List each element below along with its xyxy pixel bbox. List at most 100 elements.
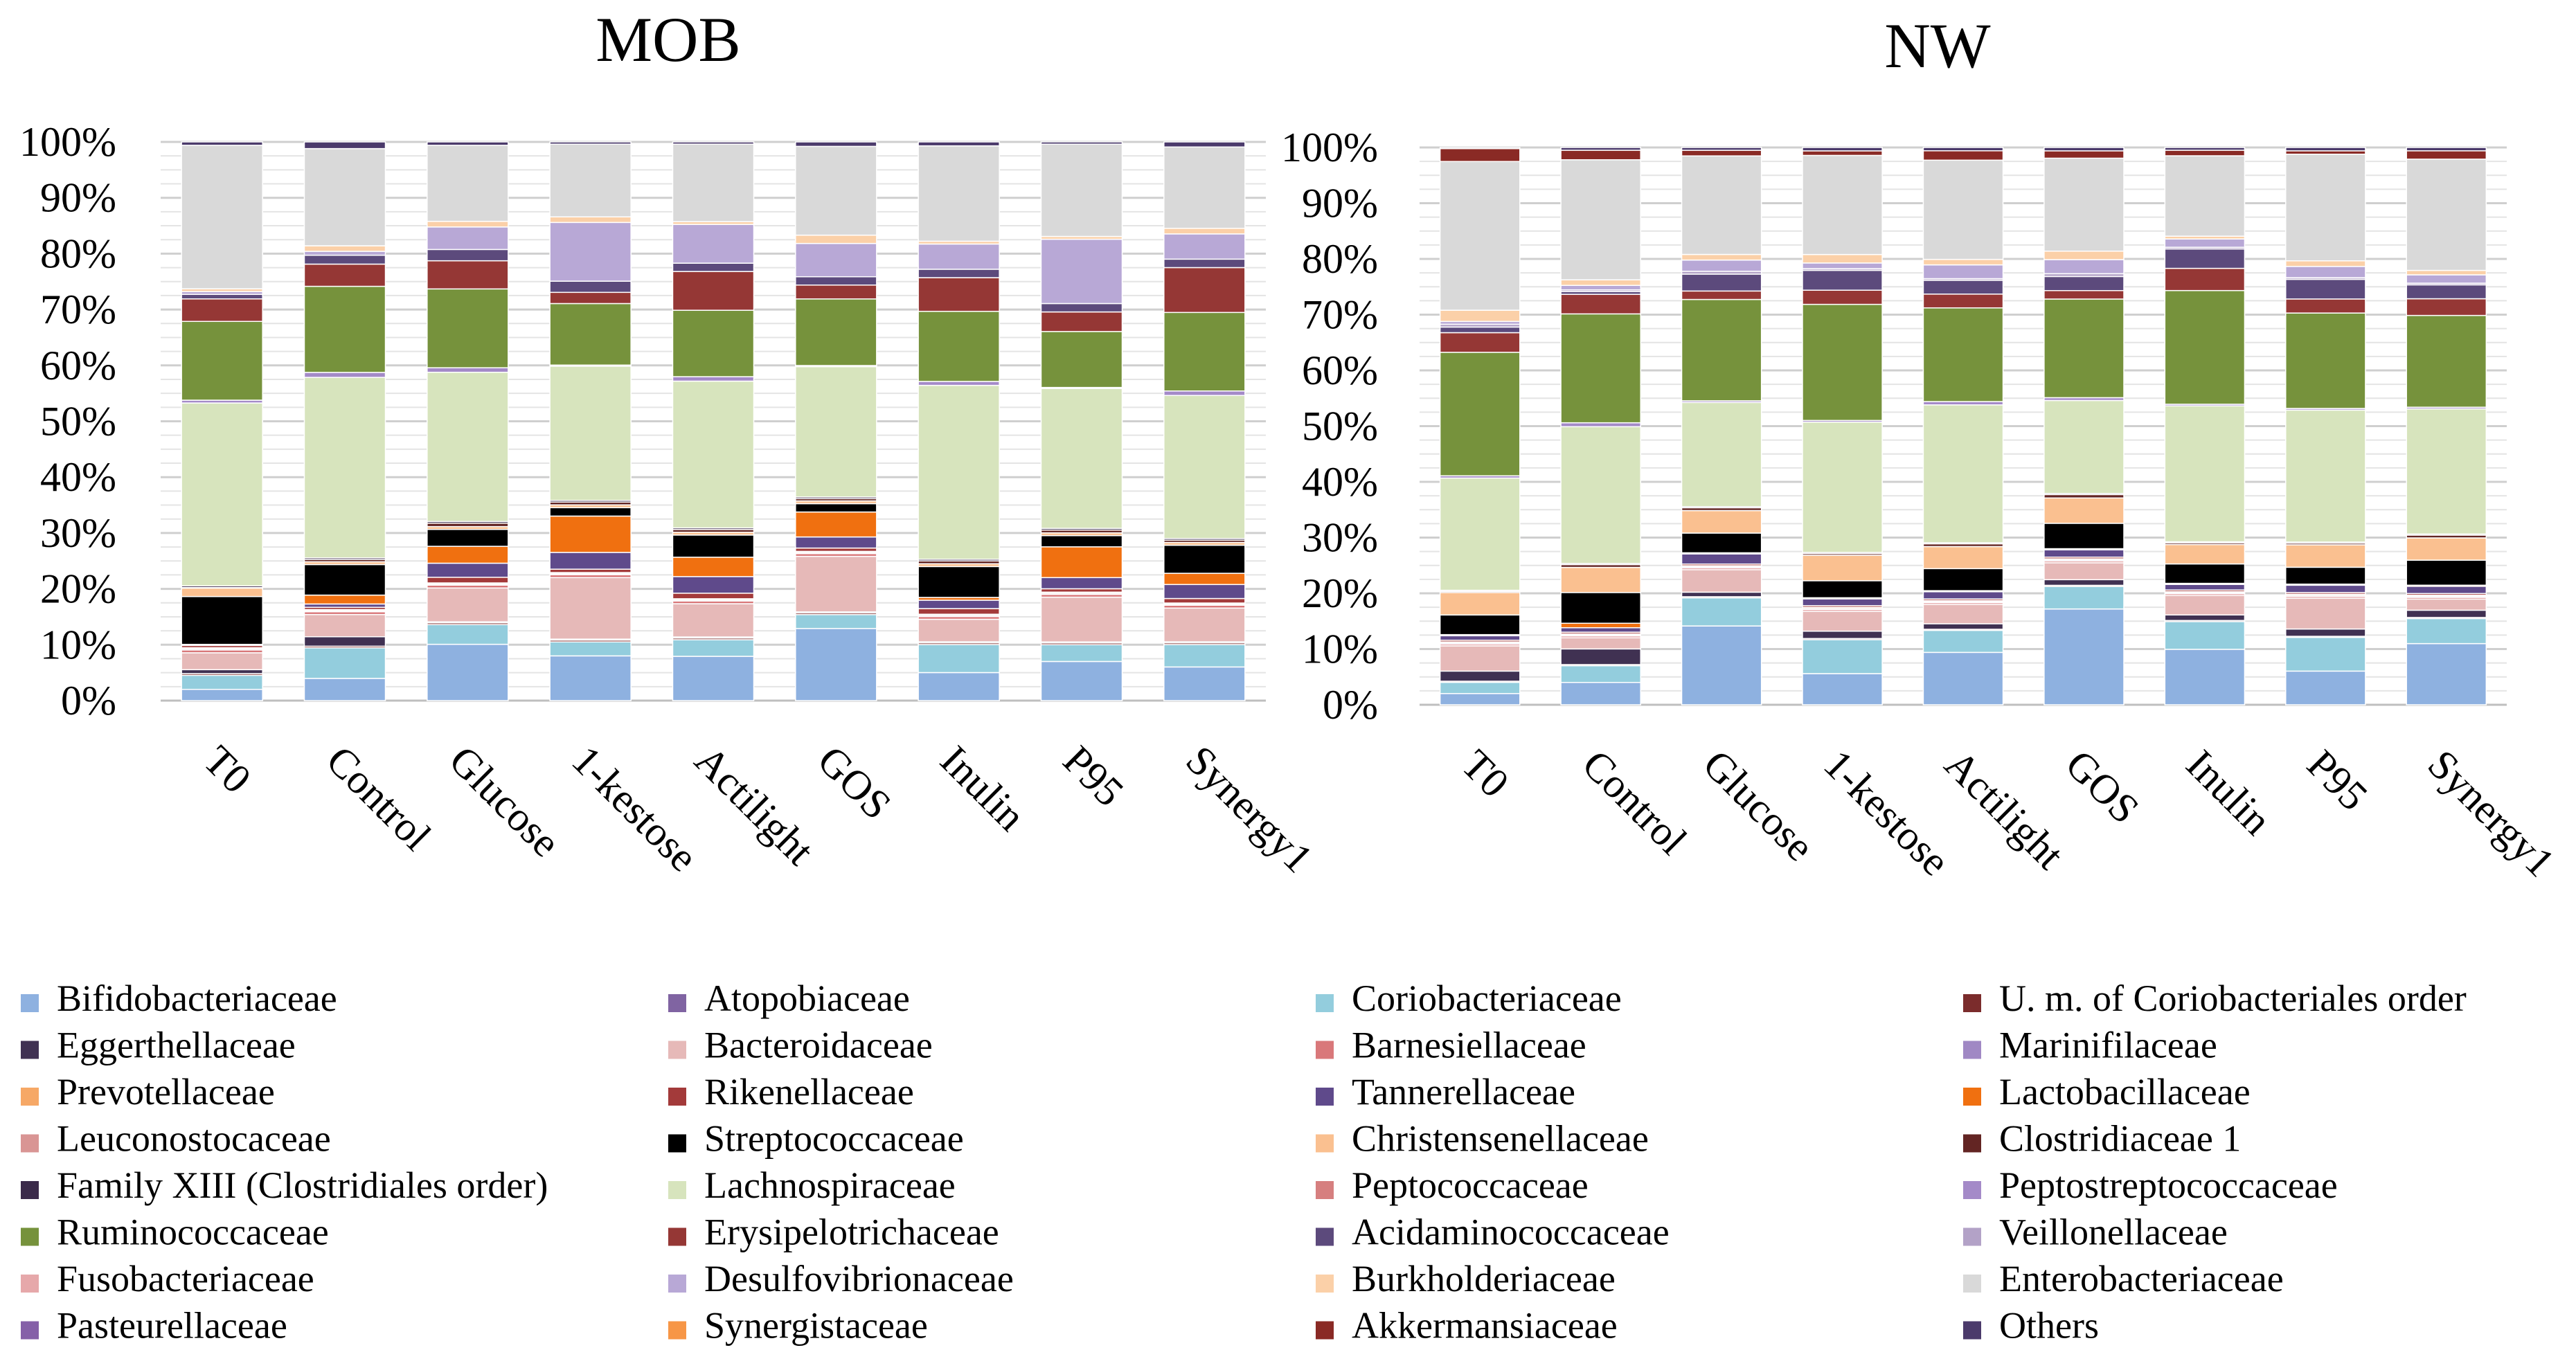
bar-segment [181, 587, 263, 597]
bar-segment [2164, 563, 2246, 584]
bar-segment [1802, 147, 1883, 152]
bar-segment [1560, 637, 1641, 650]
bar-segment [1922, 307, 2004, 402]
bar-segment [2164, 150, 2246, 156]
legend-label: Peptostreptococcaceae [1999, 1164, 2338, 1206]
chart-panel-mob: MOB 0% 10% 20% 30% 40% 50% 60% 70% 80% 90% 100% T0 C… [19, 4, 1322, 881]
legend-item: Others [1963, 1305, 2099, 1347]
y-tick-label: 90% [1302, 181, 1378, 226]
y-tick-label: 0% [61, 678, 116, 723]
y-tick-label: 90% [40, 175, 116, 221]
bar-segment [1560, 285, 1641, 291]
bar-segment [672, 534, 755, 558]
bar-segment [2043, 523, 2125, 550]
bar-segment [303, 678, 386, 701]
legend-item: Eggerthellaceae [21, 1025, 296, 1066]
bar-segment [672, 603, 755, 638]
x-tick-label: GOS [2057, 741, 2148, 833]
bar-segment [1560, 566, 1641, 593]
legend-item: Bifidobacteriaceae [21, 978, 337, 1019]
legend-swatch [668, 1041, 686, 1059]
bar-segment [918, 672, 1000, 701]
legend-label: Acidaminococcaceae [1352, 1212, 1670, 1253]
bar-segment [181, 294, 263, 300]
bar-segment [1163, 395, 1246, 539]
bar-segment [549, 577, 632, 640]
bar-segment [1922, 623, 2004, 630]
bar-segment [2406, 298, 2487, 316]
bar-segment [303, 251, 386, 256]
bar-segment [1040, 238, 1123, 305]
bar-stack [549, 141, 632, 701]
bar-segment [2164, 584, 2246, 591]
bar-segment [303, 613, 386, 638]
legend-label: Peptococcaceae [1352, 1164, 1589, 1206]
legend-label: Synergistaceae [704, 1305, 928, 1347]
bar-segment [1802, 611, 1883, 632]
bar-segment [1922, 258, 2004, 266]
bar-segment [1922, 546, 2004, 570]
bar-segment [2164, 155, 2246, 237]
bar-segment [918, 608, 1000, 615]
bar-segment [1922, 591, 2004, 600]
bar-segment [2164, 621, 2246, 650]
bar-segment [672, 143, 755, 222]
bar-segment [181, 141, 263, 146]
bar-stack [1163, 141, 1246, 701]
y-tick-label: 40% [1302, 459, 1378, 505]
legend-swatch [1963, 1041, 1981, 1059]
bar-segment [1802, 269, 1883, 291]
x-tick-label: Glucose [1694, 741, 1823, 870]
bar-segment [2406, 618, 2487, 645]
bar-segment [2043, 497, 2125, 524]
bar-segment [1439, 147, 1521, 163]
bar-segment [1040, 388, 1123, 529]
bar-segment [2043, 276, 2125, 291]
y-tick-label: 70% [40, 287, 116, 332]
bar-segment [2285, 597, 2366, 630]
legend-item: Acidaminococcaceae [1316, 1212, 1670, 1253]
bar-segment [2043, 150, 2125, 159]
legend-label: Burkholderiaceae [1352, 1258, 1616, 1299]
bar-segment [303, 254, 386, 265]
legend-item: U. m. of Coriobacteriales order [1963, 978, 2467, 1019]
bar-segment [2043, 399, 2125, 494]
bar-segment [918, 618, 1000, 642]
x-tick-label: Glucose [440, 737, 569, 866]
bar-segment [303, 564, 386, 596]
bar-segment [1439, 326, 1521, 334]
bar-segment [181, 595, 263, 645]
bar-segment [1163, 607, 1246, 642]
bar-segment [1802, 673, 1883, 705]
legend-item: Veillonellaceae [1963, 1212, 2228, 1253]
legend-item: Peptococcaceae [1316, 1164, 1589, 1206]
legend-item: Christensenellaceae [1316, 1118, 1649, 1160]
x-tick-label: T0 [195, 737, 260, 802]
bar-segment [1163, 258, 1246, 269]
bar-segment [1802, 630, 1883, 640]
bar-segment [2285, 278, 2366, 300]
bar-segment [427, 587, 509, 622]
bar-stack [2043, 147, 2125, 705]
legend-label: Ruminococcaceae [57, 1212, 329, 1253]
legend-swatch [21, 1088, 39, 1106]
legend-label: Family XIII (Clostridiales order) [57, 1164, 548, 1206]
bar-stack [1802, 147, 1883, 705]
bar-segment [795, 511, 877, 538]
bar-segment [1802, 154, 1883, 255]
bar-segment [1040, 644, 1123, 663]
legend: Bifidobacteriaceae Atopobiaceae Coriobacte… [21, 978, 2467, 1347]
legend-swatch [668, 1181, 686, 1199]
legend-swatch [1316, 1088, 1334, 1106]
bar-segment [1560, 294, 1641, 315]
bar-segment [427, 367, 509, 373]
legend-label: Rikenellaceae [704, 1071, 914, 1113]
bar-segment [181, 674, 263, 690]
bar-segment [795, 628, 877, 701]
bar-segment [2285, 153, 2366, 262]
bar-segment [672, 271, 755, 311]
bar-segment [672, 141, 755, 145]
bar-segment [2043, 298, 2125, 399]
legend-item: Burkholderiaceae [1316, 1258, 1616, 1299]
bar-segment [1922, 150, 2004, 161]
